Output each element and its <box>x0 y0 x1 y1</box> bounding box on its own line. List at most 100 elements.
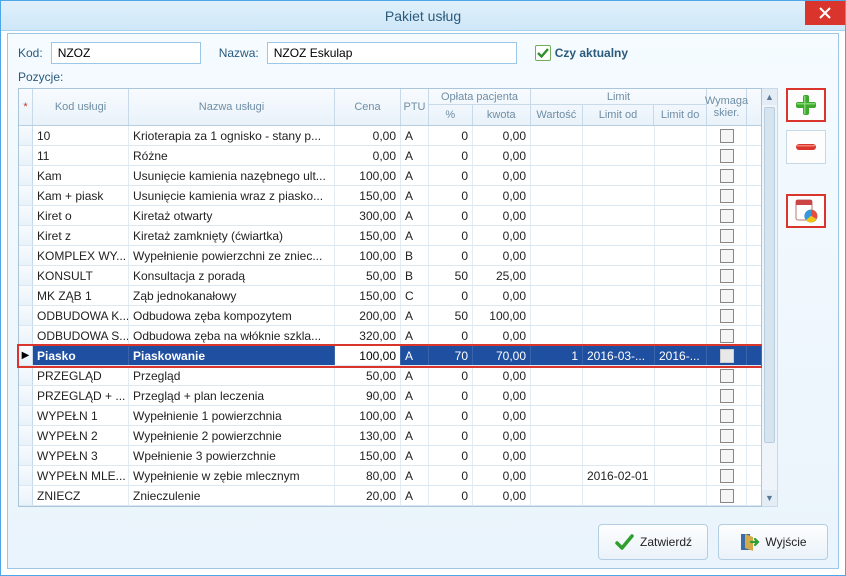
cell-limit-od[interactable] <box>583 266 655 285</box>
add-button[interactable] <box>786 88 826 122</box>
table-row[interactable]: Kiret zKiretaż zamknięty (ćwiartka)150,0… <box>19 226 761 246</box>
cell-nazwa[interactable]: Przegląd + plan leczenia <box>129 386 335 405</box>
cell-ptu[interactable]: A <box>401 386 429 405</box>
cell-kod[interactable]: 11 <box>33 146 129 165</box>
cell-pct[interactable]: 0 <box>429 386 473 405</box>
cell-nazwa[interactable]: Wypełnienie w zębie mlecznym <box>129 466 335 485</box>
cell-ptu[interactable]: A <box>401 226 429 245</box>
skier-checkbox[interactable] <box>720 289 734 303</box>
cell-ptu[interactable]: A <box>401 446 429 465</box>
cell-limit-do[interactable] <box>655 426 707 445</box>
cell-limit-do[interactable] <box>655 326 707 345</box>
cell-cena[interactable]: 20,00 <box>335 486 401 505</box>
cell-skier[interactable] <box>707 386 747 405</box>
cell-limit-do[interactable] <box>655 146 707 165</box>
cell-wartosc[interactable]: 1 <box>531 346 583 365</box>
cell-limit-od[interactable]: 2016-03-... <box>583 346 655 365</box>
col-skier[interactable]: Wymaga skier. <box>707 89 747 125</box>
cell-wartosc[interactable] <box>531 326 583 345</box>
cell-skier[interactable] <box>707 406 747 425</box>
cell-wartosc[interactable] <box>531 166 583 185</box>
cell-limit-do[interactable] <box>655 386 707 405</box>
skier-checkbox[interactable] <box>720 169 734 183</box>
cell-skier[interactable] <box>707 486 747 505</box>
cell-wartosc[interactable] <box>531 386 583 405</box>
cell-skier[interactable] <box>707 326 747 345</box>
cell-limit-od[interactable] <box>583 226 655 245</box>
cell-wartosc[interactable] <box>531 246 583 265</box>
cell-kwota[interactable]: 0,00 <box>473 226 531 245</box>
cell-limit-do[interactable] <box>655 466 707 485</box>
cell-skier[interactable] <box>707 346 747 365</box>
cell-kwota[interactable]: 0,00 <box>473 406 531 425</box>
cell-limit-od[interactable] <box>583 246 655 265</box>
cell-pct[interactable]: 0 <box>429 146 473 165</box>
skier-checkbox[interactable] <box>720 149 734 163</box>
cell-kod[interactable]: ODBUDOWA S... <box>33 326 129 345</box>
col-ptu[interactable]: PTU <box>401 89 429 125</box>
cell-limit-do[interactable] <box>655 166 707 185</box>
col-kwota[interactable]: kwota <box>473 105 530 125</box>
cell-limit-do[interactable]: 2016-... <box>655 346 707 365</box>
skier-checkbox[interactable] <box>720 269 734 283</box>
table-row[interactable]: WYPEŁN 1Wypełnienie 1 powierzchnia100,00… <box>19 406 761 426</box>
cell-pct[interactable]: 0 <box>429 206 473 225</box>
cell-nazwa[interactable]: Wypełnienie 1 powierzchnia <box>129 406 335 425</box>
cell-pct[interactable]: 0 <box>429 186 473 205</box>
cell-kwota[interactable]: 0,00 <box>473 426 531 445</box>
cell-kod[interactable]: KONSULT <box>33 266 129 285</box>
cell-wartosc[interactable] <box>531 406 583 425</box>
skier-checkbox[interactable] <box>720 129 734 143</box>
cell-skier[interactable] <box>707 166 747 185</box>
cell-kod[interactable]: Kiret z <box>33 226 129 245</box>
skier-checkbox[interactable] <box>720 469 734 483</box>
cell-cena[interactable]: 150,00 <box>335 446 401 465</box>
cell-pct[interactable]: 0 <box>429 366 473 385</box>
cell-nazwa[interactable]: Wypełnienie powierzchni ze zniec... <box>129 246 335 265</box>
cell-skier[interactable] <box>707 426 747 445</box>
skier-checkbox[interactable] <box>720 309 734 323</box>
scroll-down[interactable]: ▼ <box>762 490 777 506</box>
cell-cena[interactable]: 80,00 <box>335 466 401 485</box>
cell-ptu[interactable]: A <box>401 126 429 145</box>
table-row[interactable]: 10Krioterapia za 1 ognisko - stany p...0… <box>19 126 761 146</box>
titlebar[interactable]: Pakiet usług <box>1 1 845 31</box>
cell-limit-od[interactable] <box>583 186 655 205</box>
cell-skier[interactable] <box>707 366 747 385</box>
cell-kwota[interactable]: 0,00 <box>473 446 531 465</box>
cell-ptu[interactable]: C <box>401 286 429 305</box>
cell-cena[interactable]: 90,00 <box>335 386 401 405</box>
cell-wartosc[interactable] <box>531 306 583 325</box>
cell-kwota[interactable]: 0,00 <box>473 126 531 145</box>
table-row[interactable]: WYPEŁN MLE...Wypełnienie w zębie mleczny… <box>19 466 761 486</box>
cell-wartosc[interactable] <box>531 146 583 165</box>
zatwierdz-button[interactable]: Zatwierdź <box>598 524 708 560</box>
skier-checkbox[interactable] <box>720 429 734 443</box>
cell-ptu[interactable]: A <box>401 146 429 165</box>
cell-nazwa[interactable]: Kiretaż zamknięty (ćwiartka) <box>129 226 335 245</box>
cell-ptu[interactable]: A <box>401 166 429 185</box>
aktualny-checkbox[interactable] <box>535 45 551 61</box>
col-marker[interactable]: * <box>19 89 33 125</box>
cell-wartosc[interactable] <box>531 186 583 205</box>
cell-kod[interactable]: WYPEŁN 1 <box>33 406 129 425</box>
cell-pct[interactable]: 0 <box>429 486 473 505</box>
scroll-up[interactable]: ▲ <box>762 89 777 105</box>
cell-limit-do[interactable] <box>655 246 707 265</box>
cell-limit-do[interactable] <box>655 406 707 425</box>
cell-kod[interactable]: KOMPLEX WY... <box>33 246 129 265</box>
cell-ptu[interactable]: A <box>401 186 429 205</box>
table-row[interactable]: ZNIECZZnieczulenie20,00A00,00 <box>19 486 761 506</box>
cell-pct[interactable]: 0 <box>429 326 473 345</box>
cell-ptu[interactable]: A <box>401 206 429 225</box>
cell-nazwa[interactable]: Konsultacja z poradą <box>129 266 335 285</box>
skier-checkbox[interactable] <box>720 229 734 243</box>
cell-limit-od[interactable] <box>583 166 655 185</box>
cell-ptu[interactable]: A <box>401 346 429 365</box>
cell-wartosc[interactable] <box>531 266 583 285</box>
cell-wartosc[interactable] <box>531 226 583 245</box>
cell-skier[interactable] <box>707 446 747 465</box>
cell-limit-do[interactable] <box>655 206 707 225</box>
col-nazwa[interactable]: Nazwa usługi <box>129 89 335 125</box>
cell-ptu[interactable]: A <box>401 486 429 505</box>
